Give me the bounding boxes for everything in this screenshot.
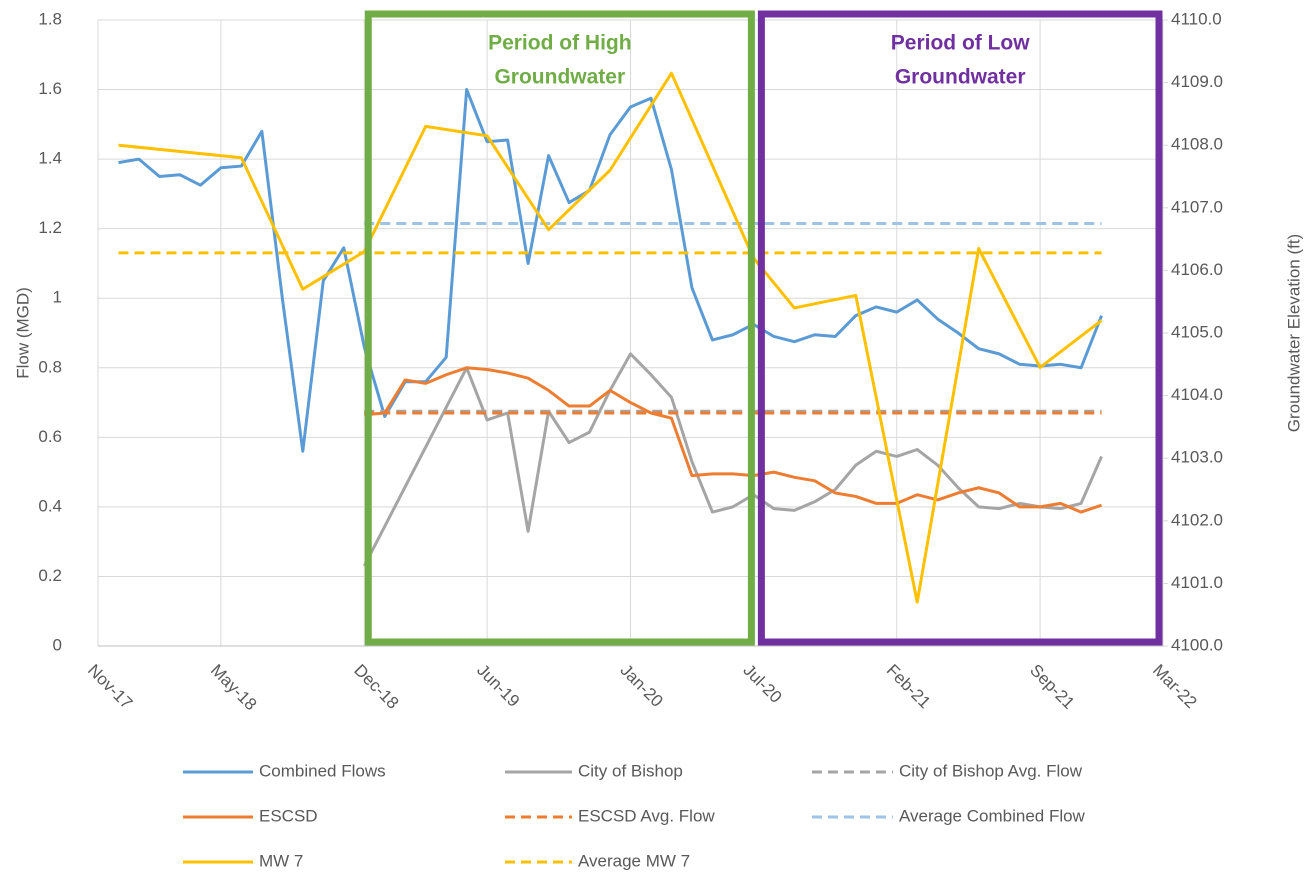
y-tick-label: 0.4 <box>38 496 62 515</box>
series-line <box>118 71 1103 604</box>
y2-tick-label: 4107.0 <box>1171 197 1223 216</box>
y2-tick-label: 4104.0 <box>1171 385 1223 404</box>
y2-tick-label: 4105.0 <box>1171 322 1223 341</box>
period-box <box>757 10 1163 646</box>
y2-tick-label: 4109.0 <box>1171 72 1223 91</box>
x-tick-label: Sep-21 <box>1026 661 1078 713</box>
x-tick-label: May-18 <box>207 661 261 715</box>
legend-label: Average MW 7 <box>578 851 690 870</box>
legend-label: City of Bishop <box>578 761 683 780</box>
x-tick-label: Nov-17 <box>84 661 136 713</box>
y2-tick-label: 4110.0 <box>1171 9 1222 28</box>
legend-label: City of Bishop Avg. Flow <box>899 761 1083 780</box>
y2-tick-label: 4102.0 <box>1171 510 1223 529</box>
y-tick-label: 1 <box>53 288 62 307</box>
y-axis-title: Flow (MGD) <box>13 287 32 379</box>
series-line <box>364 366 1103 514</box>
period-label: Groundwater <box>895 66 1026 89</box>
x-tick-label: Feb-21 <box>883 661 935 713</box>
x-tick-label: Jul-20 <box>739 661 785 707</box>
y-tick-label: 0 <box>53 635 62 654</box>
period-label: Period of Low <box>891 32 1030 55</box>
series-line <box>362 352 1103 567</box>
y2-tick-label: 4101.0 <box>1171 573 1223 592</box>
y2-tick-label: 4106.0 <box>1171 260 1223 279</box>
x-tick-label: Mar-22 <box>1149 661 1201 713</box>
period-box <box>364 10 755 646</box>
y2-tick-label: 4103.0 <box>1171 448 1223 467</box>
x-tick-label: Jun-19 <box>473 661 523 711</box>
y-tick-label: 0.2 <box>38 566 62 585</box>
y-tick-label: 1.2 <box>38 218 62 237</box>
y2-tick-label: 4100.0 <box>1171 635 1223 654</box>
x-tick-label: Jan-20 <box>617 661 667 711</box>
y2-axis-title: Groundwater Elevation (ft) <box>1284 234 1303 432</box>
y-tick-label: 0.6 <box>38 427 62 446</box>
series-line <box>118 88 1103 453</box>
legend-label: ESCSD <box>259 806 318 825</box>
period-label: Period of High <box>488 32 632 55</box>
legend-label: Average Combined Flow <box>899 806 1086 825</box>
x-tick-label: Dec-18 <box>350 661 402 713</box>
legend-label: ESCSD Avg. Flow <box>578 806 715 825</box>
y-tick-label: 0.8 <box>38 357 62 376</box>
y-tick-label: 1.4 <box>38 149 62 168</box>
period-label: Groundwater <box>494 66 625 89</box>
y2-tick-label: 4108.0 <box>1171 135 1223 154</box>
legend-label: MW 7 <box>259 851 303 870</box>
y-tick-label: 1.6 <box>38 79 62 98</box>
y-tick-label: 1.8 <box>38 9 62 28</box>
legend-label: Combined Flows <box>259 761 386 780</box>
